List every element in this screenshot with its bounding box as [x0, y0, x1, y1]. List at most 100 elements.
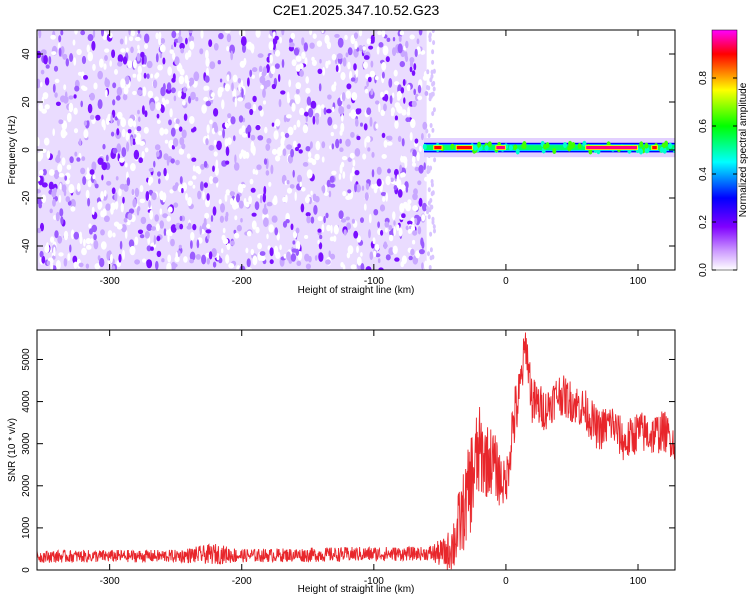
noise-blob [167, 254, 172, 263]
signal-peak [586, 146, 638, 150]
snr-x-axis: -300 -200 -100 0 100 [100, 330, 647, 587]
noise-blob [95, 114, 101, 121]
noise-blob [398, 227, 403, 237]
noise-blob [208, 144, 215, 151]
noise-blob [259, 194, 263, 204]
noise-blob [100, 241, 107, 250]
noise-blob [413, 63, 417, 71]
noise-blob [155, 53, 159, 63]
noise-blob [229, 191, 236, 196]
noise-blob [271, 148, 278, 155]
noise-blob [73, 57, 77, 66]
noise-blob [180, 47, 185, 54]
noise-blob [378, 42, 384, 48]
noise-blob [252, 103, 257, 112]
noise-blob [349, 152, 355, 159]
noise-blob [155, 223, 160, 232]
noise-blob [129, 245, 136, 256]
noise-blob [89, 114, 95, 120]
noise-blob [111, 109, 116, 118]
noise-blob [63, 189, 67, 197]
colorbar-ticks: 0.0 0.2 0.4 0.6 0.8 [698, 71, 737, 277]
noise-blob [154, 73, 159, 79]
noise-blob [153, 235, 156, 245]
noise-blob [385, 192, 389, 202]
noise-blob [97, 157, 104, 165]
noise-blob [126, 141, 130, 152]
noise-blob [324, 34, 330, 45]
noise-blob [417, 226, 422, 235]
noise-blob [241, 30, 246, 38]
noise-blob [162, 57, 166, 65]
noise-blob [60, 30, 64, 36]
noise-blob [116, 119, 120, 127]
noise-blob [382, 45, 389, 56]
noise-blob [317, 239, 320, 245]
noise-blob [302, 124, 309, 134]
noise-edge [426, 205, 429, 211]
noise-blob [318, 242, 323, 250]
noise-blob [412, 193, 418, 201]
noise-blob [385, 254, 391, 261]
noise-blob [323, 216, 326, 224]
noise-blob [407, 199, 412, 205]
noise-blob [208, 39, 213, 47]
noise-blob [66, 112, 72, 123]
noise-blob [146, 73, 150, 79]
noise-blob [206, 233, 210, 240]
noise-blob [189, 116, 195, 124]
noise-blob [347, 47, 353, 56]
noise-blob [85, 173, 92, 180]
noise-blob [265, 143, 271, 151]
noise-blob [269, 259, 274, 265]
noise-blob [48, 169, 55, 176]
noise-blob [290, 253, 297, 262]
noise-blob [380, 192, 387, 196]
noise-blob [243, 57, 247, 66]
noise-blob [172, 73, 176, 81]
noise-blob [104, 55, 108, 61]
noise-blob [192, 175, 197, 180]
noise-blob [404, 160, 408, 169]
noise-blob [408, 255, 413, 261]
noise-blob [332, 106, 335, 112]
noise-blob [181, 143, 186, 150]
noise-blob [179, 137, 185, 146]
noise-blob [355, 184, 361, 193]
noise-blob [144, 110, 148, 118]
noise-blob [363, 55, 370, 60]
noise-blob [170, 87, 176, 94]
noise-blob [249, 178, 254, 185]
noise-blob [329, 175, 335, 183]
noise-blob [392, 37, 396, 42]
noise-blob [123, 217, 128, 223]
noise-blob [103, 215, 110, 223]
noise-blob [412, 239, 416, 245]
noise-blob [185, 37, 188, 45]
noise-blob [137, 229, 144, 235]
noise-blob [203, 182, 208, 188]
signal-blob [422, 143, 427, 150]
noise-blob [295, 55, 302, 62]
noise-blob [381, 154, 387, 159]
noise-blob [226, 74, 230, 82]
noise-blob [109, 254, 113, 264]
noise-blob [305, 76, 310, 84]
noise-blob [345, 52, 349, 58]
noise-blob [385, 175, 391, 186]
noise-blob [356, 235, 362, 243]
colorbar-tick-label: 0.0 [698, 263, 709, 277]
noise-blob [342, 171, 346, 179]
noise-blob [38, 103, 43, 112]
noise-blob [413, 88, 417, 96]
signal-blob [639, 148, 643, 155]
noise-blob [376, 46, 380, 55]
noise-blob [394, 120, 399, 129]
noise-blob [315, 116, 319, 125]
noise-blob [203, 85, 207, 91]
noise-blob [65, 178, 70, 185]
noise-blob [234, 203, 240, 209]
noise-blob [133, 149, 140, 160]
noise-blob [128, 30, 131, 36]
noise-blob [350, 131, 355, 138]
